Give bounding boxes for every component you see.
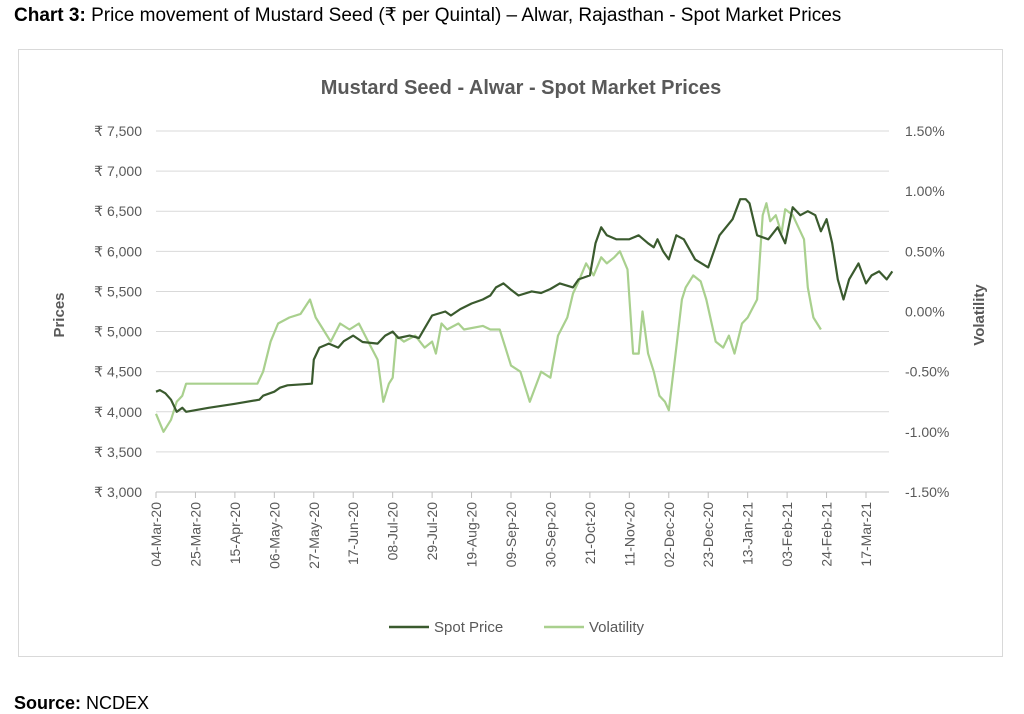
- y-tick-label: ₹ 4,500: [94, 364, 142, 380]
- legend-label: Volatility: [589, 619, 645, 636]
- y-tick-label: ₹ 7,000: [94, 163, 142, 179]
- caption-label: Chart 3:: [14, 5, 86, 26]
- chart-svg: Mustard Seed - Alwar - Spot Market Price…: [51, 77, 988, 636]
- x-tick-label: 19-Aug-20: [464, 502, 480, 568]
- y-tick-label: ₹ 6,000: [94, 243, 142, 259]
- x-tick-label: 03-Feb-21: [779, 502, 795, 567]
- x-tick-label: 04-Mar-20: [148, 502, 164, 567]
- y2-tick-label: -0.50%: [905, 364, 949, 380]
- chart-title: Mustard Seed - Alwar - Spot Market Price…: [321, 77, 721, 99]
- x-tick-label: 15-Apr-20: [227, 502, 243, 564]
- x-axis-ticks: 04-Mar-20 25-Mar-20 15-Apr-20 06-May-20 27-M…: [148, 492, 874, 569]
- caption-text: Price movement of Mustard Seed (₹ per Qu…: [91, 5, 842, 26]
- y-axis-ticks: ₹ 3,000 ₹ 3,500 ₹ 4,000 ₹ 4,500 ₹ 5,000 ₹ 5,5…: [94, 123, 142, 500]
- chart-panel: Mustard Seed - Alwar - Spot Market Price…: [18, 49, 1003, 657]
- source-note: Source: NCDEX: [14, 692, 149, 714]
- x-tick-label: 11-Nov-20: [621, 502, 637, 567]
- y2-tick-label: 0.00%: [905, 304, 945, 320]
- x-tick-label: 17-Jun-20: [345, 502, 361, 565]
- x-tick-label: 24-Feb-21: [819, 502, 835, 567]
- y-tick-label: ₹ 5,000: [94, 324, 142, 340]
- y-tick-label: ₹ 4,000: [94, 404, 142, 420]
- spot-price-line: [155, 198, 894, 413]
- legend-label: Spot Price: [434, 619, 503, 636]
- gridlines: [156, 130, 889, 493]
- x-tick-label: 25-Mar-20: [187, 502, 203, 567]
- legend-spot-price: Spot Price: [389, 619, 503, 636]
- y2-tick-label: 1.00%: [905, 183, 945, 199]
- y2-axis-ticks: -1.50% -1.00% -0.50% 0.00% 0.50% 1.00% 1.50%: [905, 123, 949, 500]
- x-tick-label: 21-Oct-20: [582, 502, 598, 564]
- x-tick-label: 06-May-20: [266, 502, 282, 569]
- volatility-line: [154, 202, 822, 433]
- legend-volatility: Volatility: [544, 619, 645, 636]
- x-tick-label: 23-Dec-20: [700, 502, 716, 568]
- source-text: NCDEX: [86, 693, 150, 713]
- x-tick-label: 17-Mar-21: [858, 502, 874, 567]
- x-tick-label: 02-Dec-20: [661, 502, 677, 568]
- y-tick-label: ₹ 3,000: [94, 484, 142, 500]
- y-tick-label: ₹ 7,500: [94, 123, 142, 139]
- chart-caption: Chart 3: Price movement of Mustard Seed …: [14, 4, 841, 28]
- y2-tick-label: 0.50%: [905, 243, 945, 259]
- y-axis-title: Prices: [51, 292, 68, 337]
- x-tick-label: 30-Sep-20: [542, 502, 558, 568]
- y-tick-label: ₹ 6,500: [94, 203, 142, 219]
- y2-axis-title: Volatility: [971, 284, 988, 346]
- y2-tick-label: 1.50%: [905, 123, 945, 139]
- y-tick-label: ₹ 5,500: [94, 283, 142, 299]
- y2-tick-label: -1.00%: [905, 424, 949, 440]
- source-label: Source:: [14, 693, 82, 713]
- y-tick-label: ₹ 3,500: [94, 444, 142, 460]
- x-tick-label: 29-Jul-20: [424, 502, 440, 561]
- y2-tick-label: -1.50%: [905, 484, 949, 500]
- x-tick-label: 09-Sep-20: [503, 502, 519, 568]
- legend: Spot Price Volatility: [389, 619, 645, 636]
- x-tick-label: 08-Jul-20: [385, 502, 401, 561]
- series-lines: [154, 198, 894, 433]
- x-tick-label: 27-May-20: [306, 502, 322, 569]
- x-tick-label: 13-Jan-21: [740, 502, 756, 565]
